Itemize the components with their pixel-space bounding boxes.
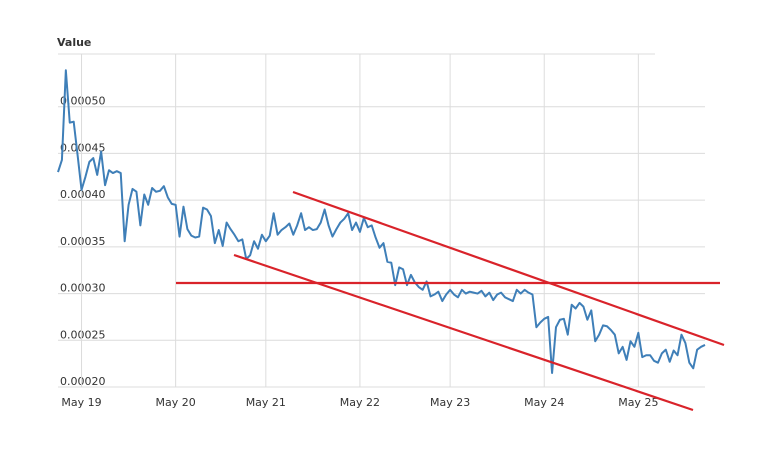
lower-channel-line (233, 253, 694, 412)
x-tick-label: May 24 (524, 396, 564, 409)
x-tick-label: May 23 (430, 396, 470, 409)
y-tick-label: 0.00025 (60, 328, 106, 341)
x-tick-label: May 20 (156, 396, 196, 409)
y-tick-label: 0.00040 (60, 188, 106, 201)
plot: 0.00020 0.00025 0.00030 0.00035 0.00040 0.000… (57, 54, 706, 409)
x-tick-label: May 22 (340, 396, 380, 409)
y-axis-title: Value (57, 36, 91, 49)
y-tick-label: 0.00045 (60, 141, 106, 154)
x-tick-label: May 25 (618, 396, 658, 409)
data-line (57, 69, 706, 374)
y-tick-label: 0.00050 (60, 95, 106, 108)
x-tick-label: May 21 (246, 396, 286, 409)
x-tick-label: May 19 (61, 396, 101, 409)
y-tick-label: 0.00035 (60, 235, 106, 248)
y-tick-label: 0.00020 (60, 375, 106, 388)
upper-channel-line (292, 190, 725, 347)
y-tick-label: 0.00030 (60, 282, 106, 295)
